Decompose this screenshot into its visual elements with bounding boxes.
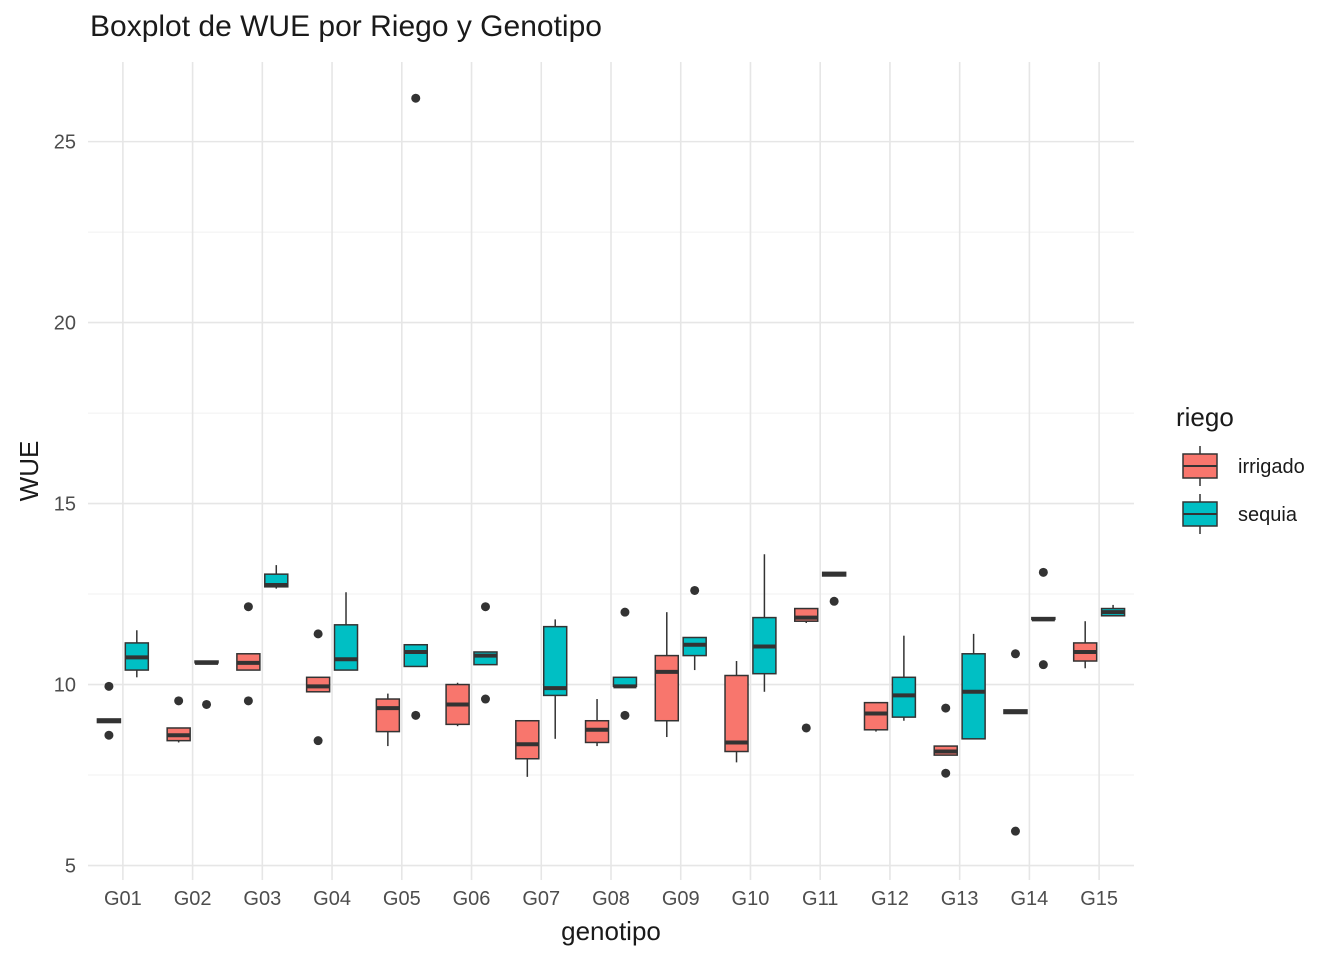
y-tick-label: 25 [54, 132, 76, 154]
x-axis-label: genotipo [561, 916, 661, 946]
outlier-point [411, 93, 421, 103]
box-sequia [403, 643, 428, 668]
x-tick-label: G14 [1010, 888, 1048, 910]
outlier-point [620, 607, 630, 617]
box-irrigado [375, 698, 401, 733]
outlier-point [1010, 649, 1020, 659]
legend-title: riego [1176, 402, 1234, 432]
box-sequia [961, 653, 986, 740]
box-irrigado [863, 701, 889, 731]
outlier-point [941, 703, 951, 713]
outlier-point [690, 585, 700, 595]
outlier-point [243, 696, 253, 706]
outlier-point [411, 710, 421, 720]
outlier-point [829, 596, 839, 606]
box-irrigado [724, 674, 749, 753]
outlier-point [1038, 567, 1048, 577]
box-sequia [333, 624, 359, 671]
outlier-point [801, 723, 811, 733]
outlier-point [941, 768, 951, 778]
x-tick-label: G06 [453, 888, 491, 910]
box-irrigado [654, 654, 680, 722]
outlier-point [104, 681, 114, 691]
outlier-point [620, 710, 630, 720]
outlier-point [480, 694, 490, 704]
outlier-point [1038, 660, 1048, 670]
x-tick-label: G03 [243, 888, 281, 910]
outlier-point [313, 629, 323, 639]
box-sequia [542, 625, 568, 697]
y-axis-label: WUE [14, 441, 44, 502]
x-tick-label: G15 [1080, 888, 1118, 910]
x-tick-label: G07 [522, 888, 560, 910]
box-irrigado [515, 719, 540, 760]
outlier-point [104, 730, 114, 740]
chart-title: Boxplot de WUE por Riego y Genotipo [90, 10, 602, 43]
x-tick-label: G12 [871, 888, 909, 910]
x-tick-label: G08 [592, 888, 630, 910]
outlier-point [1010, 826, 1020, 836]
x-tick-label: G04 [313, 888, 351, 910]
y-tick-label: 20 [54, 313, 76, 335]
y-tick-label: 10 [54, 675, 76, 697]
x-tick-label: G01 [104, 888, 142, 910]
outlier-point [174, 696, 184, 706]
y-tick-label: 5 [65, 856, 76, 878]
legend-label: sequia [1238, 504, 1298, 526]
legend-label: irrigado [1238, 456, 1305, 478]
outlier-point [202, 699, 212, 709]
x-tick-label: G09 [662, 888, 700, 910]
x-tick-label: G13 [941, 888, 979, 910]
outlier-point [313, 736, 323, 746]
x-tick-label: G10 [732, 888, 770, 910]
x-tick-label: G02 [174, 888, 212, 910]
x-tick-label: G11 [802, 888, 838, 910]
outlier-point [243, 602, 253, 612]
y-tick-label: 15 [54, 494, 76, 516]
x-tick-label: G05 [383, 888, 421, 910]
outlier-point [480, 602, 490, 612]
